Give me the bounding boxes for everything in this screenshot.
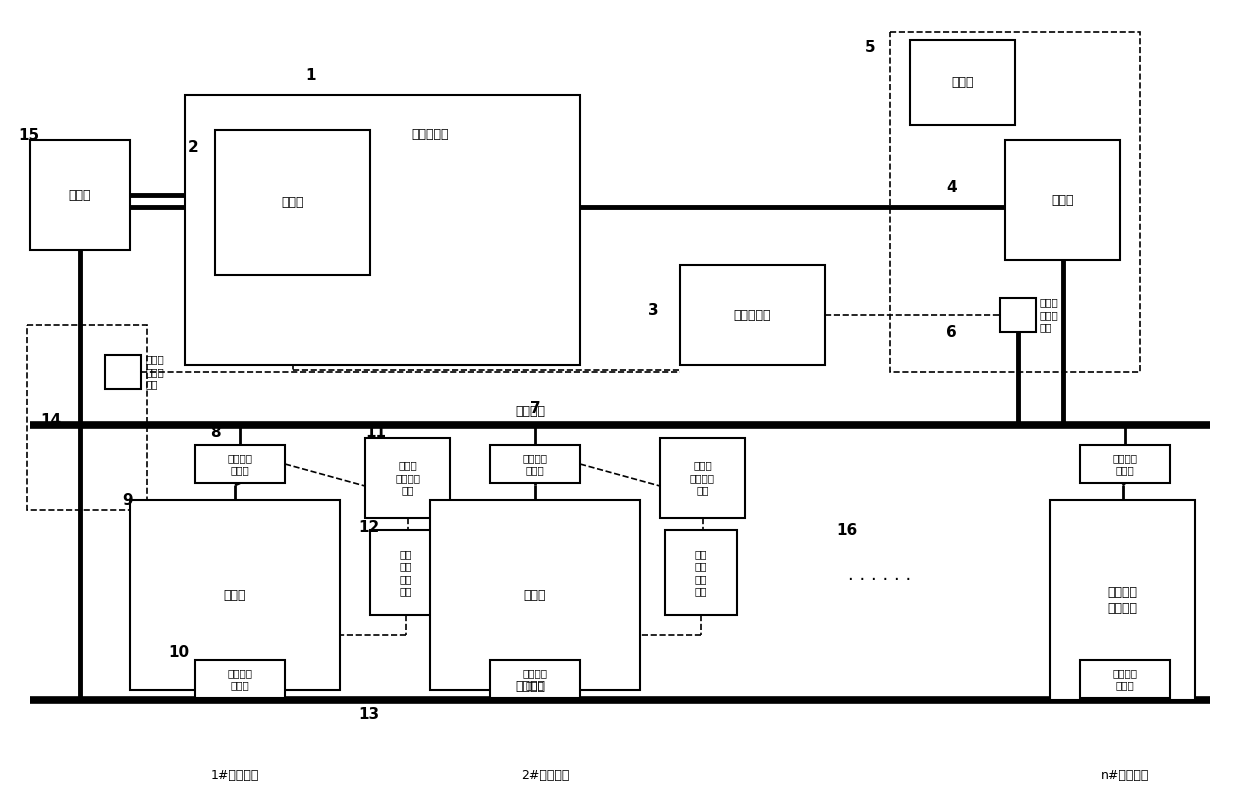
Text: 3: 3 — [649, 303, 658, 317]
Text: 9: 9 — [122, 493, 133, 507]
Text: 6: 6 — [946, 324, 957, 340]
Text: 15: 15 — [19, 127, 40, 142]
Text: 13: 13 — [358, 707, 379, 721]
Bar — [660, 438, 745, 518]
Text: 增压泵: 增压泵 — [1052, 193, 1074, 207]
Text: 水床垫出
口阀门: 水床垫出 口阀门 — [1112, 668, 1137, 690]
Text: 特殊异形
水床附件: 特殊异形 水床附件 — [1107, 585, 1137, 614]
Bar — [1080, 660, 1171, 698]
Bar — [195, 445, 285, 483]
Text: 进水管路: 进水管路 — [515, 404, 546, 418]
Text: 5: 5 — [866, 40, 875, 56]
Text: 8: 8 — [210, 424, 221, 440]
Bar — [185, 95, 580, 365]
Bar — [30, 140, 130, 250]
Text: 水床垫进
口阀门: 水床垫进 口阀门 — [227, 452, 253, 475]
Bar — [890, 32, 1140, 372]
Bar — [490, 660, 580, 698]
Text: 7: 7 — [529, 401, 541, 415]
Text: 水床控
制器和遥
控器: 水床控 制器和遥 控器 — [396, 460, 420, 495]
Text: 回水侧
水压传
感器: 回水侧 水压传 感器 — [145, 354, 164, 390]
Text: 水床
垫压
力传
感器: 水床 垫压 力传 感器 — [694, 549, 707, 596]
Bar — [27, 325, 148, 510]
Text: 2#水床单元: 2#水床单元 — [521, 769, 569, 782]
Text: · · · · · ·: · · · · · · — [848, 571, 911, 589]
Text: 4: 4 — [946, 180, 956, 196]
Text: 水床垫: 水床垫 — [223, 588, 247, 601]
Text: 集中储水仓: 集中储水仓 — [412, 129, 449, 142]
Text: 进水侧
水压传
感器: 进水侧 水压传 感器 — [1040, 298, 1059, 332]
Text: 10: 10 — [167, 645, 190, 659]
Text: 14: 14 — [40, 412, 61, 427]
Text: 12: 12 — [358, 519, 379, 535]
Text: 水床控
制器和遥
控器: 水床控 制器和遥 控器 — [689, 460, 715, 495]
Bar — [1050, 500, 1195, 700]
Bar — [680, 265, 825, 365]
Bar — [1004, 140, 1120, 260]
Bar — [430, 500, 640, 690]
Text: 回水管路: 回水管路 — [515, 679, 546, 692]
Text: 回水泵: 回水泵 — [68, 188, 92, 201]
Text: 水温控制仪: 水温控制仪 — [734, 308, 771, 321]
Text: 水床垫出
口阀门: 水床垫出 口阀门 — [522, 668, 548, 690]
Text: 水床垫出
口阀门: 水床垫出 口阀门 — [227, 668, 253, 690]
Text: 水床
垫压
力传
感器: 水床 垫压 力传 感器 — [399, 549, 412, 596]
Bar — [490, 445, 580, 483]
Text: 水床垫进
口阀门: 水床垫进 口阀门 — [1112, 452, 1137, 475]
Text: 2: 2 — [188, 141, 198, 155]
Text: n#水床单元: n#水床单元 — [1101, 769, 1149, 782]
Bar — [365, 438, 450, 518]
Text: 变频器: 变频器 — [951, 76, 973, 89]
Text: 16: 16 — [836, 522, 857, 538]
Bar — [130, 500, 340, 690]
Bar — [215, 130, 370, 275]
Text: 水床垫: 水床垫 — [523, 588, 547, 601]
Bar — [999, 298, 1035, 332]
Bar — [665, 530, 737, 615]
Bar — [910, 40, 1016, 125]
Text: 水床垫进
口阀门: 水床垫进 口阀门 — [522, 452, 548, 475]
Bar — [195, 660, 285, 698]
Bar — [1080, 445, 1171, 483]
Text: 1#水床单元: 1#水床单元 — [211, 769, 259, 782]
Text: 1: 1 — [305, 68, 315, 82]
Bar — [370, 530, 441, 615]
Bar — [105, 355, 141, 389]
Text: 加热器: 加热器 — [281, 196, 304, 209]
Text: 11: 11 — [365, 424, 386, 440]
